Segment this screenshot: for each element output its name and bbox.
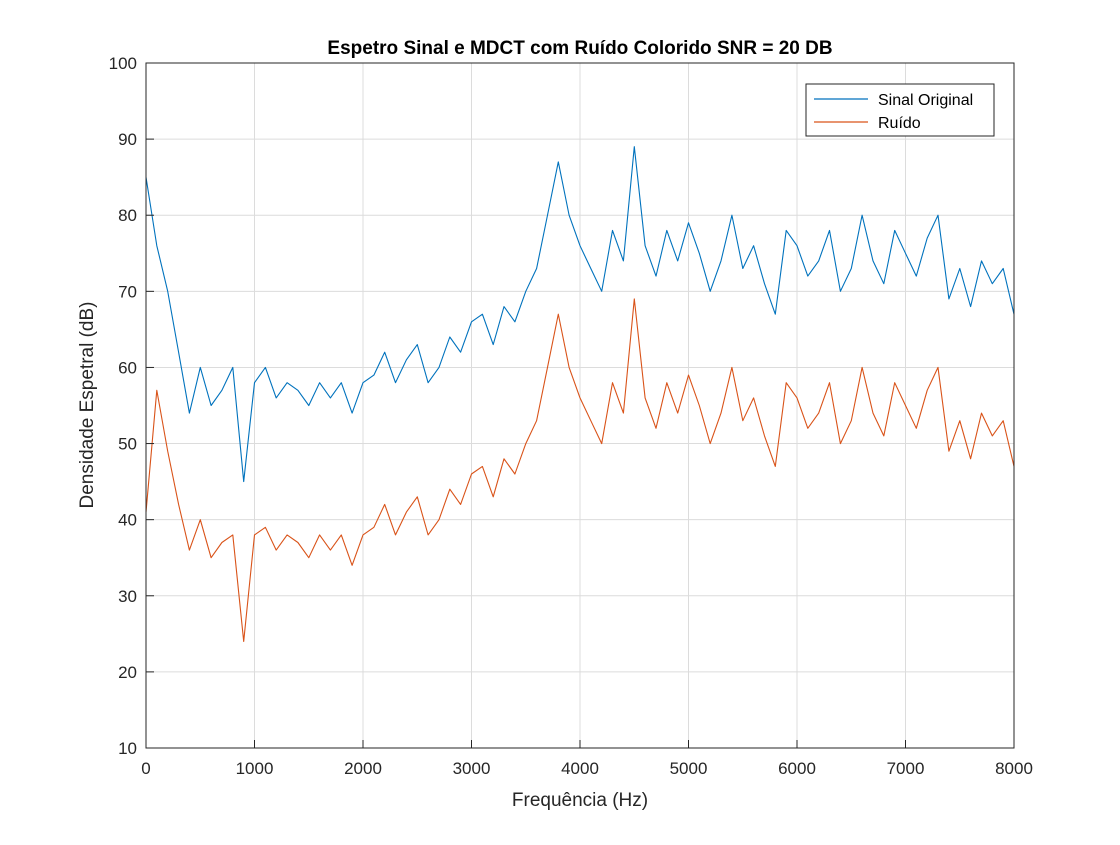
series-line-noise [145, 298, 1015, 642]
x-tick-label: 6000 [778, 759, 816, 778]
y-tick-label: 20 [118, 663, 137, 682]
legend-box [805, 83, 995, 137]
y-tick-label: 10 [118, 739, 137, 758]
x-tick-label: 7000 [887, 759, 925, 778]
x-tick-label: 2000 [344, 759, 382, 778]
legend-label-signal: Sinal Original [878, 92, 973, 109]
y-tick-label: 90 [118, 130, 137, 149]
y-tick-label: 100 [109, 54, 137, 73]
y-axis-ticks: 10 20 30 40 50 60 70 80 90 100 [109, 54, 154, 758]
y-tick-label: 80 [118, 206, 137, 225]
x-axis-ticks: 0 1000 2000 3000 4000 5000 6000 7000 8000 [141, 740, 1033, 778]
x-tick-label: 3000 [453, 759, 491, 778]
series-line-signal [145, 146, 1015, 483]
x-tick-label: 5000 [670, 759, 708, 778]
x-tick-label: 1000 [236, 759, 274, 778]
y-tick-label: 60 [118, 358, 137, 377]
chart-title: Espetro Sinal e MDCT com Ruído Colorido … [327, 38, 832, 59]
series-layer [145, 146, 1015, 642]
y-tick-label: 30 [118, 587, 137, 606]
y-tick-label: 40 [118, 511, 137, 530]
x-axis-label: Frequência (Hz) [512, 790, 648, 811]
legend-label-noise: Ruído [878, 115, 921, 132]
y-tick-label: 50 [118, 435, 137, 454]
y-axis-label: Densidade Espetral (dB) [77, 302, 98, 509]
x-tick-label: 8000 [995, 759, 1033, 778]
y-tick-label: 70 [118, 282, 137, 301]
legend: Sinal Original Ruído [805, 83, 995, 137]
x-tick-label: 0 [141, 759, 150, 778]
x-tick-label: 4000 [561, 759, 599, 778]
